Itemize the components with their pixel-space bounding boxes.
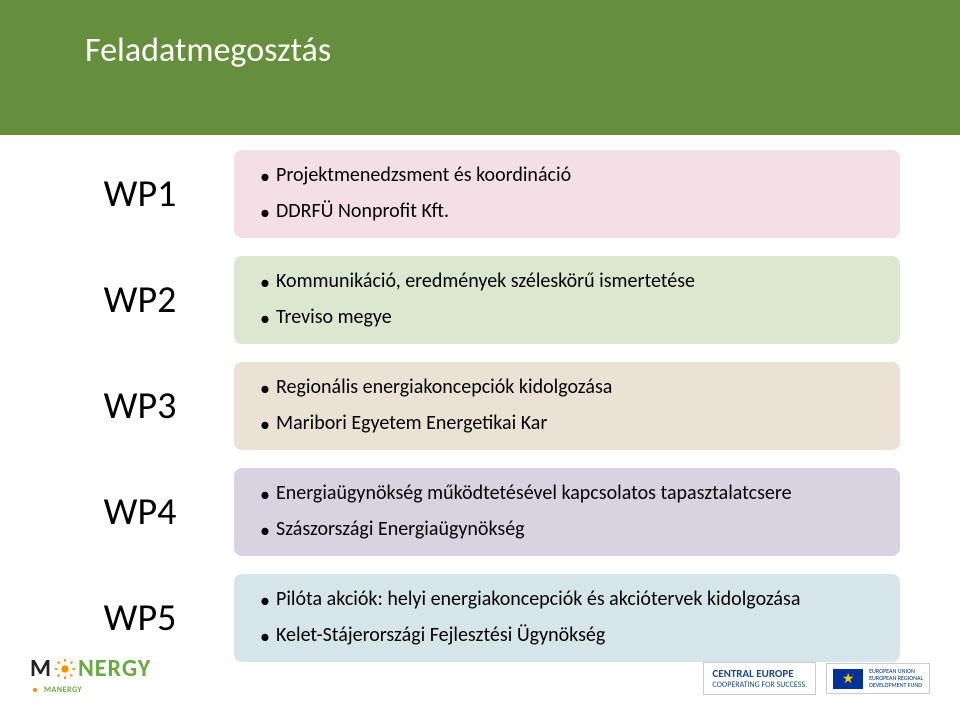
wp-desc-text: Regionális energiakoncepciók kidolgozása bbox=[276, 374, 612, 400]
wp-list: WP1 • Projektmenedzsment és koordináció • DD… bbox=[60, 150, 900, 662]
footer: M NERGY MANERGY CENTRAL EUROPE COOPERATI… bbox=[30, 654, 930, 695]
wp-desc-3: • Regionális energiakoncepciók kidolgozás… bbox=[234, 362, 900, 450]
wp-desc-4: • Energiaügynökség működtetésével kapcsol… bbox=[234, 468, 900, 556]
wp-desc-text: Energiaügynökség működtetésével kapcsola… bbox=[276, 480, 792, 506]
eu-logo: ★ EUROPEAN UNION EUROPEAN REGIONAL DEVEL… bbox=[826, 663, 930, 695]
slide-title: Feladatmegosztás bbox=[85, 30, 331, 71]
wp-desc-line: • Maribori Egyetem Energetikai Kar bbox=[260, 410, 880, 438]
logo-text-nergy: NERGY bbox=[78, 654, 151, 683]
sun-icon-small bbox=[30, 685, 40, 695]
wp-desc-text: Maribori Egyetem Energetikai Kar bbox=[276, 410, 547, 436]
wp-desc-text: Treviso megye bbox=[276, 304, 392, 330]
sponsor-logos: CENTRAL EUROPE COOPERATING FOR SUCCESS. … bbox=[703, 662, 930, 695]
wp-desc-line: • Regionális energiakoncepciók kidolgozás… bbox=[260, 374, 880, 402]
wp-desc-1: • Projektmenedzsment és koordináció • DDRFÜ… bbox=[234, 150, 900, 238]
wp-tag-4: WP4 bbox=[60, 468, 220, 556]
wp-tag-1: WP1 bbox=[60, 150, 220, 238]
logo-sub-text: MANERGY bbox=[44, 685, 82, 695]
wp-desc-line: • Projektmenedzsment és koordináció bbox=[260, 162, 880, 190]
eu-flag-icon: ★ bbox=[833, 669, 863, 689]
bullet-icon: • bbox=[260, 624, 266, 650]
bullet-icon: • bbox=[260, 306, 266, 332]
manergy-logo-sub: MANERGY bbox=[30, 685, 82, 695]
wp-row-5: WP5 • Pilóta akciók: helyi energiakoncepci… bbox=[60, 574, 900, 662]
central-europe-logo: CENTRAL EUROPE COOPERATING FOR SUCCESS. bbox=[703, 662, 816, 695]
bullet-icon: • bbox=[260, 412, 266, 438]
wp-desc-line: • Kelet-Stájerországi Fejlesztési Ügynöks… bbox=[260, 622, 880, 650]
bullet-icon: • bbox=[260, 164, 266, 190]
wp-desc-text: DDRFÜ Nonprofit Kft. bbox=[276, 198, 449, 224]
wp-tag-5: WP5 bbox=[60, 574, 220, 662]
bullet-icon: • bbox=[260, 482, 266, 508]
eu-logo-text: EUROPEAN UNION EUROPEAN REGIONAL DEVELOP… bbox=[869, 668, 923, 690]
wp-desc-line: • Szászországi Energiaügynökség bbox=[260, 516, 880, 544]
bullet-icon: • bbox=[260, 200, 266, 226]
wp-desc-text: Projektmenedzsment és koordináció bbox=[276, 162, 571, 188]
wp-desc-5: • Pilóta akciók: helyi energiakoncepciók … bbox=[234, 574, 900, 662]
wp-desc-line: • Kommunikáció, eredmények széleskörű ism… bbox=[260, 268, 880, 296]
wp-desc-2: • Kommunikáció, eredmények széleskörű ism… bbox=[234, 256, 900, 344]
wp-desc-text: Szászországi Energiaügynökség bbox=[276, 516, 525, 542]
sun-icon bbox=[54, 658, 76, 680]
wp-desc-line: • Treviso megye bbox=[260, 304, 880, 332]
wp-tag-2: WP2 bbox=[60, 256, 220, 344]
logo-letter-m: M bbox=[30, 654, 52, 683]
wp-desc-line: • Energiaügynökség működtetésével kapcsol… bbox=[260, 480, 880, 508]
wp-row-2: WP2 • Kommunikáció, eredmények széleskörű … bbox=[60, 256, 900, 344]
wp-tag-3: WP3 bbox=[60, 362, 220, 450]
ce-logo-subtitle: COOPERATING FOR SUCCESS. bbox=[712, 680, 807, 690]
wp-desc-text: Kommunikáció, eredmények széleskörű isme… bbox=[276, 268, 695, 294]
wp-row-3: WP3 • Regionális energiakoncepciók kidolgo… bbox=[60, 362, 900, 450]
manergy-logo: M NERGY MANERGY bbox=[30, 654, 151, 695]
wp-desc-line: • DDRFÜ Nonprofit Kft. bbox=[260, 198, 880, 226]
wp-desc-line: • Pilóta akciók: helyi energiakoncepciók … bbox=[260, 586, 880, 614]
bullet-icon: • bbox=[260, 376, 266, 402]
manergy-logo-main: M NERGY bbox=[30, 654, 151, 683]
bullet-icon: • bbox=[260, 588, 266, 614]
wp-desc-text: Kelet-Stájerországi Fejlesztési Ügynöksé… bbox=[276, 622, 605, 648]
bullet-icon: • bbox=[260, 270, 266, 296]
wp-desc-text: Pilóta akciók: helyi energiakoncepciók é… bbox=[276, 586, 800, 612]
wp-row-1: WP1 • Projektmenedzsment és koordináció • DD… bbox=[60, 150, 900, 238]
ce-logo-title: CENTRAL EUROPE bbox=[712, 667, 793, 680]
bullet-icon: • bbox=[260, 518, 266, 544]
wp-row-4: WP4 • Energiaügynökség működtetésével kapc… bbox=[60, 468, 900, 556]
